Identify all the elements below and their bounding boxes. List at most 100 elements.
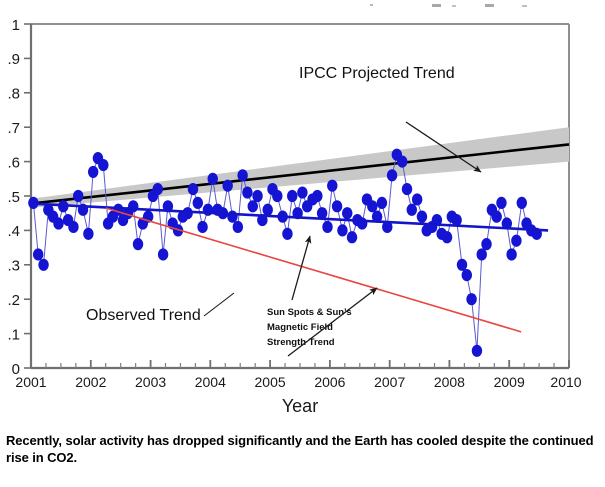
data-point-marker <box>367 200 378 213</box>
solar-annotation-arrow-upper <box>291 235 312 301</box>
x-tick-label: 2007 <box>374 374 405 390</box>
data-point-marker <box>53 217 64 230</box>
x-tick-label: 2002 <box>75 374 106 390</box>
observation-markers <box>28 148 542 357</box>
data-point-marker <box>466 293 477 306</box>
y-axis: 1 .9 .8 .7 .6 .5 .4 .3 .2 .1 0 <box>7 17 31 378</box>
data-point-marker <box>397 155 408 168</box>
y-tick-label: .5 <box>7 189 20 206</box>
data-point-marker <box>516 196 527 209</box>
data-point-marker <box>87 165 99 179</box>
data-point-marker <box>132 238 144 251</box>
ipcc-projection-group <box>30 127 570 208</box>
figure-caption: Recently, solar activity has dropped sig… <box>6 433 594 466</box>
x-axis-title: Year <box>282 396 318 416</box>
data-point-marker <box>157 248 169 261</box>
x-tick-label: 2009 <box>494 374 525 390</box>
data-point-marker <box>342 207 353 220</box>
data-point-marker <box>496 196 507 209</box>
data-point-marker <box>83 227 94 240</box>
data-point-marker <box>331 200 343 213</box>
data-point-marker <box>401 183 413 196</box>
data-point-marker <box>257 213 268 227</box>
data-point-marker <box>187 183 199 196</box>
data-point-marker <box>316 207 328 220</box>
clipped-title-remnant <box>370 4 527 7</box>
data-point-marker <box>98 158 109 172</box>
data-point-marker <box>192 196 203 209</box>
data-point-marker <box>113 203 124 216</box>
data-point-marker <box>441 231 453 244</box>
observed-annotation-label: Observed Trend <box>86 307 201 324</box>
solar-annotation-label-line1: Sun Spots & Sun’s <box>267 307 352 318</box>
observation-series <box>28 148 542 357</box>
data-point-marker <box>506 248 517 261</box>
data-point-marker <box>68 220 79 234</box>
data-point-marker <box>207 172 218 185</box>
y-tick-label: .7 <box>7 120 20 137</box>
data-point-marker <box>376 196 388 209</box>
observed-trend-line <box>30 202 549 232</box>
data-point-marker <box>287 189 298 203</box>
data-point-marker <box>73 189 84 203</box>
data-point-marker <box>128 200 139 213</box>
data-point-marker <box>451 213 462 227</box>
annotation-observed: Observed Trend <box>86 292 235 324</box>
data-point-marker <box>356 217 368 230</box>
data-point-marker <box>232 220 244 234</box>
annotation-ipcc: IPCC Projected Trend <box>299 65 482 173</box>
data-point-marker <box>501 217 513 230</box>
solar-annotation-label-line3: Strength Trend <box>267 337 335 348</box>
data-point-marker <box>406 203 417 216</box>
data-point-marker <box>481 238 492 251</box>
y-tick-label: .9 <box>7 51 20 68</box>
x-minor-ticks <box>45 363 555 368</box>
y-tick-label: .4 <box>7 223 20 240</box>
solar-annotation-arrow-lower <box>287 287 378 357</box>
data-point-marker <box>322 220 333 234</box>
data-point-marker <box>182 207 193 220</box>
x-tick-label: 2008 <box>434 374 465 390</box>
data-point-marker <box>38 258 49 271</box>
x-tick-label: 2005 <box>255 374 286 390</box>
data-point-marker <box>476 248 487 261</box>
y-tick-label: 1 <box>12 17 20 34</box>
data-point-marker <box>227 210 238 223</box>
data-point-marker <box>386 169 398 182</box>
data-point-marker <box>152 183 163 196</box>
data-point-marker <box>511 234 522 247</box>
chart-figure: 1 .9 .8 .7 .6 .5 .4 .3 .2 .1 0 <box>7 4 582 416</box>
ipcc-annotation-label: IPCC Projected Trend <box>299 65 455 82</box>
x-tick-label: 2006 <box>314 374 345 390</box>
data-point-marker <box>382 220 393 234</box>
data-point-marker <box>416 210 428 223</box>
solar-trend-line <box>105 207 522 333</box>
y-tick-label: .2 <box>7 292 20 309</box>
data-point-marker <box>491 210 502 223</box>
data-point-marker <box>327 179 338 192</box>
data-point-marker <box>272 189 283 203</box>
data-point-marker <box>262 203 273 216</box>
y-tick-label: .8 <box>7 86 20 103</box>
y-tick-label: .6 <box>7 155 20 172</box>
data-point-marker <box>371 210 383 223</box>
temperature-anomaly-chart: 1 .9 .8 .7 .6 .5 .4 .3 .2 .1 0 <box>7 4 582 416</box>
data-point-marker <box>312 189 323 203</box>
x-axis: 2001 2002 2003 2004 2005 2006 2007 2008 … <box>15 360 582 416</box>
x-tick-label: 2004 <box>195 374 226 390</box>
data-point-marker <box>346 231 358 244</box>
y-tick-label: .3 <box>7 258 20 275</box>
data-point-marker <box>32 248 44 261</box>
observed-annotation-leader <box>203 292 235 317</box>
data-point-marker <box>297 186 308 199</box>
data-point-marker <box>247 200 258 213</box>
data-point-marker <box>461 269 472 282</box>
data-point-marker <box>337 224 348 237</box>
x-tick-label: 2003 <box>135 374 166 390</box>
data-point-marker <box>456 258 468 271</box>
data-point-marker <box>237 169 248 182</box>
solar-annotation-label-line2: Magnetic Field <box>267 322 333 333</box>
annotation-solar: Sun Spots & Sun’s Magnetic Field Strengt… <box>267 235 378 357</box>
y-tick-label: .1 <box>7 327 20 344</box>
x-major-ticks <box>30 360 570 368</box>
